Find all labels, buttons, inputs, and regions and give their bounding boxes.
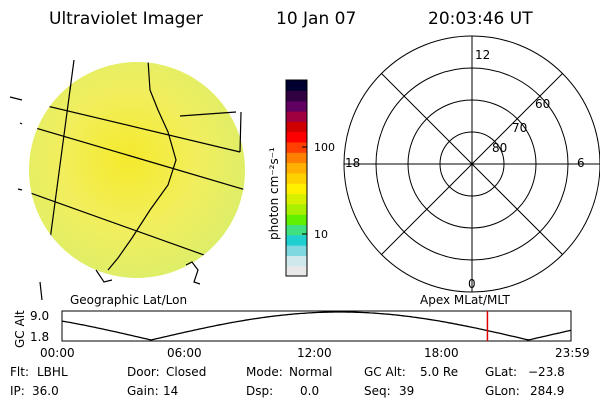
time-tick-1200: 12:00 — [297, 346, 332, 360]
colorbar-tick-label: 100 — [314, 141, 335, 154]
colorbar-swatch — [286, 162, 307, 174]
colorbar-swatch — [286, 183, 307, 195]
colorbar-swatch — [286, 203, 307, 215]
colorbar-swatch — [286, 131, 307, 143]
mlat-label-70: 70 — [512, 121, 527, 135]
status-seq-label: Seq: — [364, 384, 391, 398]
colorbar-swatch — [286, 152, 307, 164]
status-glat-label: GLat: — [485, 365, 517, 379]
altitude-curve — [62, 311, 571, 341]
altitude-plot: GC Alt 9.0 1.8 00:00 06:00 12:00 18:00 2… — [13, 309, 590, 360]
status-flt-label: Flt: — [10, 365, 29, 379]
geographic-image-panel: Geographic Lat/Lon — [9, 59, 245, 307]
status-mode-label: Mode: — [246, 365, 283, 379]
date-label: 10 Jan 07 — [276, 9, 356, 29]
status-flt-value: LBHL — [37, 365, 68, 379]
altitude-ytick-min: 1.8 — [30, 330, 49, 344]
colorbar-swatch — [286, 141, 307, 153]
time-label: 20:03:46 UT — [428, 9, 533, 29]
status-door-value: Closed — [166, 365, 206, 379]
mlt-line-diagonal — [381, 73, 563, 255]
apex-label: Apex MLat/MLT — [420, 293, 510, 307]
colorbar-swatch — [286, 234, 307, 246]
polar-grid-panel: 12 18 6 0 60 70 80 Apex MLat/MLT — [343, 35, 600, 307]
time-tick-2359: 23:59 — [555, 346, 590, 360]
status-block: Flt: LBHL Door: Closed Mode: Normal GC A… — [10, 365, 565, 398]
status-mode-value: Normal — [289, 365, 332, 379]
coastline-fragment — [95, 269, 113, 283]
time-tick-1800: 18:00 — [424, 346, 459, 360]
mlt-label-12: 12 — [475, 48, 490, 62]
colorbar-swatch — [286, 80, 307, 91]
colorbar-swatch — [286, 265, 307, 277]
status-gain-value: 14 — [163, 384, 178, 398]
status-ip-label: IP: — [10, 384, 25, 398]
altitude-plot-frame — [61, 310, 572, 342]
uv-disk-image — [29, 62, 245, 278]
colorbar-swatch — [286, 121, 307, 133]
mlt-label-6: 6 — [577, 156, 585, 170]
status-glon-label: GLon: — [485, 384, 520, 398]
grid-extension — [17, 122, 23, 191]
colorbar-swatch — [286, 193, 307, 205]
grid-extension — [179, 111, 237, 117]
coastline — [107, 62, 177, 271]
status-gain-label: Gain: — [127, 384, 159, 398]
header: Ultraviolet Imager 10 Jan 07 20:03:46 UT — [49, 9, 533, 29]
colorbar-swatch — [286, 224, 307, 236]
coastline-fragment — [185, 261, 201, 285]
status-seq-value: 39 — [399, 384, 414, 398]
grid-extension — [9, 96, 242, 153]
colorbar-swatch — [286, 245, 307, 256]
latitude-line — [29, 123, 245, 191]
altitude-ytick-max: 9.0 — [30, 309, 49, 323]
status-glon-value: 284.9 — [530, 384, 564, 398]
mlt-label-0: 0 — [468, 277, 476, 291]
status-ip-value: 36.0 — [32, 384, 59, 398]
geographic-label: Geographic Lat/Lon — [70, 293, 187, 307]
colorbar-tick-label: 10 — [314, 228, 328, 241]
latitude-line — [29, 99, 241, 153]
altitude-axis-label: GC Alt — [13, 310, 27, 348]
colorbar: 100 10 photon cm⁻²s⁻¹ — [267, 79, 335, 277]
colorbar-frame — [285, 79, 308, 277]
status-gcalt-value: 5.0 Re — [420, 365, 458, 379]
status-door-label: Door: — [127, 365, 160, 379]
status-dsp-label: Dsp: — [246, 384, 273, 398]
mlat-label-60: 60 — [535, 97, 550, 111]
colorbar-swatch — [286, 214, 307, 226]
colorbar-swatch — [286, 110, 307, 122]
instrument-title: Ultraviolet Imager — [49, 9, 203, 29]
mlt-label-18: 18 — [345, 156, 360, 170]
time-tick-0600: 06:00 — [167, 346, 202, 360]
colorbar-swatch — [286, 90, 307, 102]
grid-extension — [39, 59, 75, 301]
colorbar-swatch — [286, 255, 307, 267]
time-tick-0000: 00:00 — [40, 346, 75, 360]
mlat-label-80: 80 — [492, 141, 507, 155]
colorbar-swatch — [286, 172, 307, 184]
colorbar-swatch — [286, 100, 307, 112]
status-glat-value: −23.8 — [528, 365, 565, 379]
status-dsp-value: 0.0 — [300, 384, 319, 398]
colorbar-unit-label: photon cm⁻²s⁻¹ — [267, 147, 281, 240]
status-gcalt-label: GC Alt: — [364, 365, 406, 379]
